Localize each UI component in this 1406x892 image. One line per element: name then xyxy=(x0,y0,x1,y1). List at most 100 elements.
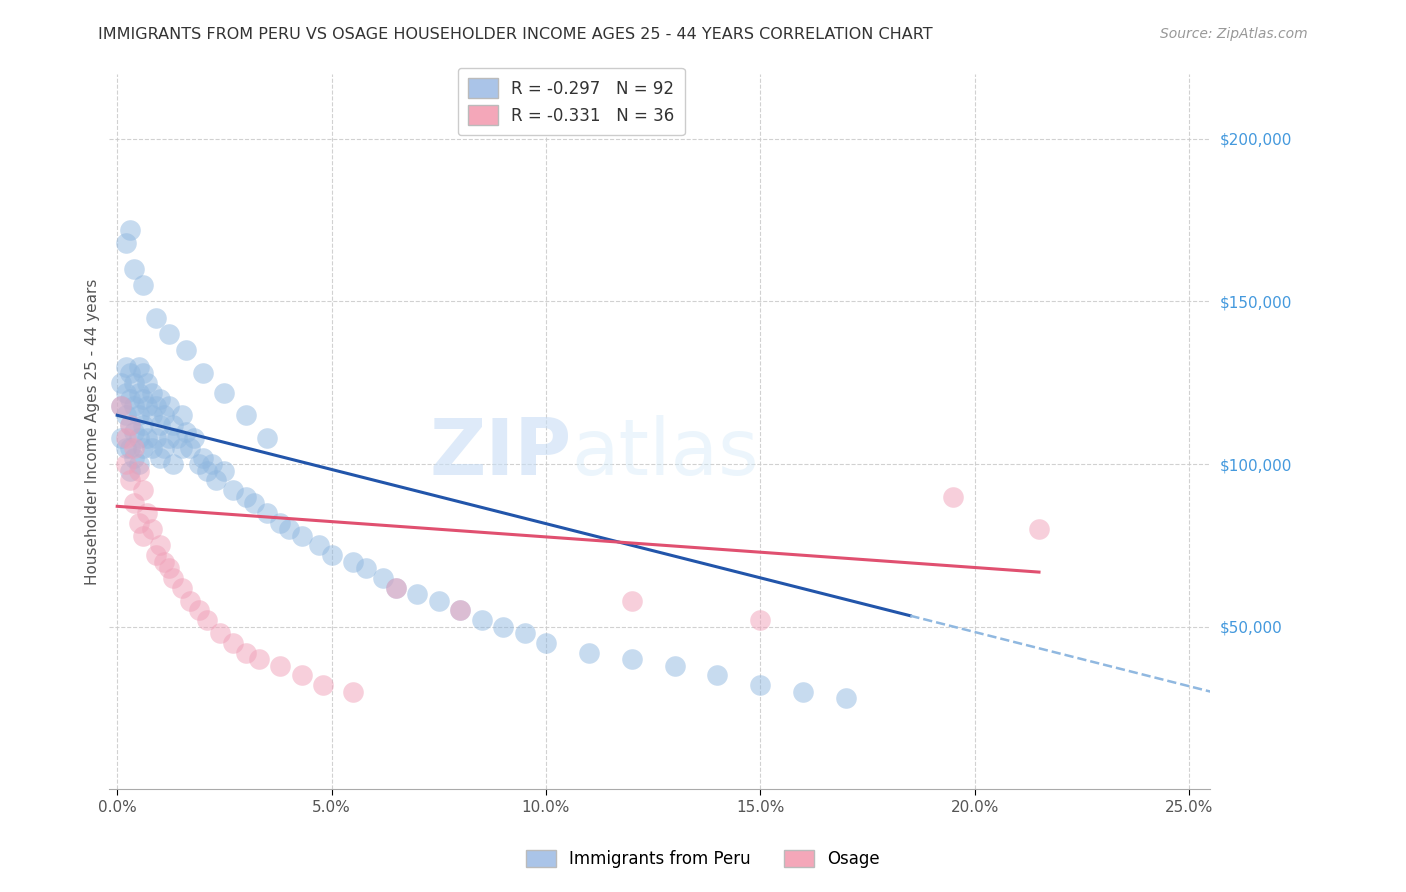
Point xyxy=(110,431,132,445)
Point xyxy=(124,496,146,510)
Point xyxy=(128,409,150,423)
Point xyxy=(209,626,232,640)
Point xyxy=(195,613,218,627)
Point xyxy=(136,376,159,390)
Point xyxy=(179,593,201,607)
Point xyxy=(492,619,515,633)
Point xyxy=(124,425,146,439)
Point xyxy=(449,603,471,617)
Point xyxy=(124,441,146,455)
Point xyxy=(153,409,176,423)
Point xyxy=(120,441,142,455)
Point xyxy=(235,490,257,504)
Point xyxy=(371,571,394,585)
Point xyxy=(128,457,150,471)
Point xyxy=(132,441,155,455)
Point xyxy=(114,441,136,455)
Point xyxy=(120,417,142,432)
Point xyxy=(449,603,471,617)
Point xyxy=(145,548,167,562)
Point xyxy=(620,652,643,666)
Point xyxy=(664,658,686,673)
Point xyxy=(145,310,167,325)
Point xyxy=(124,450,146,465)
Point xyxy=(157,326,180,341)
Text: ZIP: ZIP xyxy=(429,415,571,491)
Point xyxy=(110,399,132,413)
Point xyxy=(124,376,146,390)
Point xyxy=(141,441,163,455)
Point xyxy=(269,516,291,530)
Point xyxy=(354,561,377,575)
Point xyxy=(195,464,218,478)
Point xyxy=(235,409,257,423)
Point xyxy=(153,441,176,455)
Point xyxy=(110,376,132,390)
Point xyxy=(132,528,155,542)
Y-axis label: Householder Income Ages 25 - 44 years: Householder Income Ages 25 - 44 years xyxy=(86,278,100,585)
Point xyxy=(749,613,772,627)
Point xyxy=(149,392,172,406)
Point xyxy=(243,496,266,510)
Point xyxy=(170,409,193,423)
Point xyxy=(385,581,408,595)
Point xyxy=(1028,522,1050,536)
Point xyxy=(290,668,312,682)
Point xyxy=(214,385,236,400)
Point xyxy=(128,385,150,400)
Point xyxy=(235,646,257,660)
Point xyxy=(132,278,155,293)
Legend: Immigrants from Peru, Osage: Immigrants from Peru, Osage xyxy=(519,843,887,875)
Point xyxy=(132,417,155,432)
Point xyxy=(191,450,214,465)
Point xyxy=(191,366,214,380)
Point xyxy=(128,431,150,445)
Point xyxy=(162,417,184,432)
Point xyxy=(114,457,136,471)
Point xyxy=(427,593,450,607)
Point xyxy=(114,359,136,374)
Point xyxy=(162,457,184,471)
Point xyxy=(174,425,197,439)
Point xyxy=(471,613,494,627)
Point xyxy=(183,431,205,445)
Text: atlas: atlas xyxy=(571,415,759,491)
Point xyxy=(385,581,408,595)
Point xyxy=(114,385,136,400)
Point xyxy=(132,366,155,380)
Point xyxy=(149,417,172,432)
Point xyxy=(136,431,159,445)
Point xyxy=(170,581,193,595)
Point xyxy=(222,636,245,650)
Point xyxy=(128,359,150,374)
Point xyxy=(513,626,536,640)
Point xyxy=(120,473,142,487)
Point xyxy=(153,555,176,569)
Point xyxy=(157,431,180,445)
Point xyxy=(342,684,364,698)
Point xyxy=(835,691,858,706)
Point xyxy=(114,431,136,445)
Point xyxy=(124,399,146,413)
Point xyxy=(114,409,136,423)
Point xyxy=(534,636,557,650)
Point xyxy=(141,522,163,536)
Point xyxy=(187,603,209,617)
Point xyxy=(342,555,364,569)
Point xyxy=(149,538,172,552)
Point xyxy=(174,343,197,358)
Point xyxy=(706,668,728,682)
Point xyxy=(247,652,270,666)
Point xyxy=(187,457,209,471)
Point xyxy=(620,593,643,607)
Point xyxy=(157,399,180,413)
Point xyxy=(290,528,312,542)
Point xyxy=(321,548,343,562)
Point xyxy=(141,409,163,423)
Point xyxy=(149,450,172,465)
Point xyxy=(256,431,278,445)
Point xyxy=(114,235,136,250)
Legend: R = -0.297   N = 92, R = -0.331   N = 36: R = -0.297 N = 92, R = -0.331 N = 36 xyxy=(458,68,685,136)
Point xyxy=(222,483,245,497)
Point xyxy=(308,538,330,552)
